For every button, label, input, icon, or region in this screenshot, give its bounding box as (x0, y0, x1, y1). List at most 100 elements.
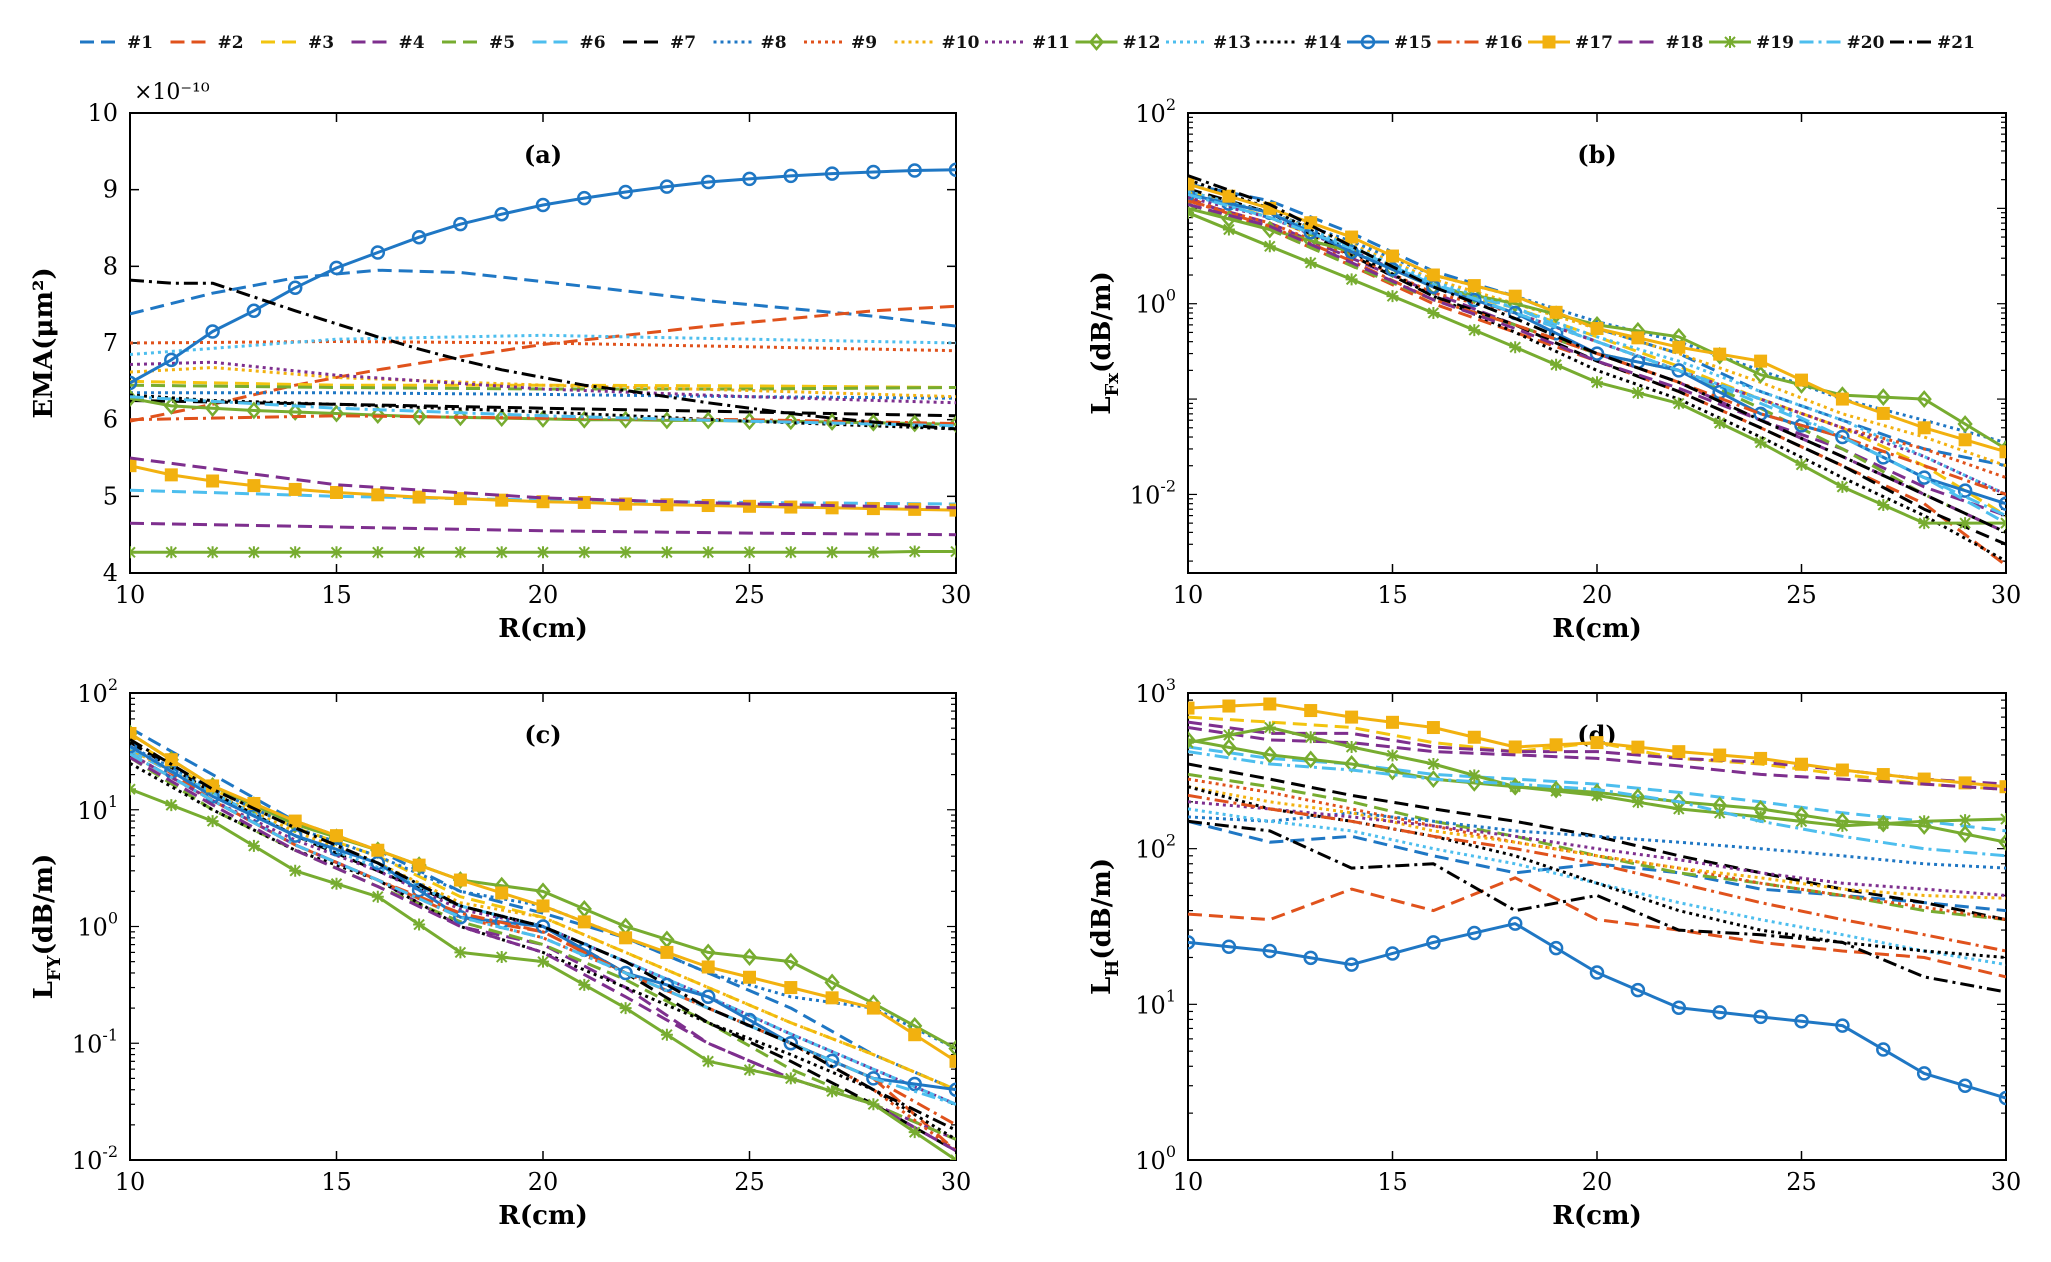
data-point (949, 503, 956, 517)
panel-label: (a) (524, 140, 562, 169)
legend: #1 #2 #3 #4 #5 #6 #7 #8 #9 #10 #11 #12 #13 #14 #15 #16 #… (80, 33, 1975, 53)
data-point (1999, 780, 2006, 794)
data-point (908, 1028, 922, 1042)
legend-label: #11 (1032, 33, 1070, 53)
series-line-n16 (1188, 199, 2006, 496)
legend-item: #19 (1709, 33, 1794, 53)
data-point (2000, 517, 2006, 530)
y-tick-label: 102 (1135, 95, 1176, 128)
data-point (948, 1039, 956, 1058)
legend-item: #16 (1437, 33, 1522, 53)
legend-label: #17 (1575, 33, 1613, 53)
data-point (453, 910, 468, 925)
series-group (1188, 697, 2006, 1106)
panel-a: 10 15 20 25 30 4 5 6 7 8 9 10 ×10⁻¹⁰ R(cm) EMA(μm²) (a) (29, 80, 971, 644)
data-point (1875, 388, 1891, 407)
legend-label: #13 (1213, 33, 1251, 53)
data-point (1998, 496, 2006, 511)
data-point (1795, 458, 1808, 471)
data-point (743, 546, 756, 559)
data-point (1754, 810, 1767, 823)
y-tick-label: 103 (1135, 675, 1176, 708)
data-point (948, 162, 956, 177)
data-point (1384, 762, 1401, 781)
data-point (371, 843, 385, 857)
x-tick-label: 20 (1582, 1168, 1613, 1196)
data-point (205, 324, 220, 339)
data-point (826, 1085, 839, 1098)
x-tick-label: 10 (115, 1168, 146, 1196)
series-line-n21 (130, 738, 956, 1132)
x-tick-label: 10 (1173, 581, 1204, 609)
x-tick-label: 20 (528, 1168, 559, 1196)
panel-label: (b) (1577, 140, 1617, 169)
data-point (784, 1072, 797, 1085)
data-point (494, 206, 509, 222)
data-point (1508, 740, 1522, 754)
series-line-n15 (130, 744, 956, 1092)
legend-label: #19 (1756, 33, 1794, 53)
series-line-n5 (130, 383, 956, 391)
data-point (577, 190, 592, 206)
data-point (700, 943, 716, 962)
data-point (1385, 946, 1400, 961)
data-point (1467, 730, 1481, 744)
legend-label: #15 (1394, 33, 1432, 53)
series-line-n10 (130, 747, 956, 1092)
x-tick-label: 10 (115, 581, 146, 609)
data-point (1507, 916, 1523, 931)
data-point (1304, 704, 1318, 718)
series-line-n11 (1188, 800, 2006, 897)
data-point (1386, 749, 1399, 762)
series-line-n12 (130, 732, 956, 1050)
data-point (1304, 731, 1317, 744)
data-point (1590, 736, 1604, 750)
data-point (1835, 763, 1849, 777)
series-line-n8 (130, 391, 956, 400)
data-point (577, 915, 591, 929)
x-tick-label: 30 (1991, 1168, 2022, 1196)
data-point (1222, 189, 1236, 203)
data-point (1188, 177, 1195, 191)
x-tick-label: 30 (941, 1168, 972, 1196)
data-point (783, 168, 799, 184)
legend-item: #1 (80, 33, 153, 53)
data-point (495, 546, 508, 559)
series-line-n15 (1188, 922, 2006, 1100)
data-point (411, 229, 427, 245)
legend-item: #9 (804, 33, 877, 53)
x-tick-label: 20 (528, 581, 559, 609)
data-point (495, 493, 509, 507)
legend-item: #4 (351, 33, 425, 53)
series-line-n16 (1188, 793, 2006, 953)
legend-label: #6 (580, 33, 606, 53)
x-tick-label: 30 (1991, 581, 2022, 609)
data-point (495, 886, 509, 900)
data-point (783, 412, 799, 431)
x-tick-label: 25 (1786, 1168, 1817, 1196)
data-point (578, 546, 591, 559)
data-point (1549, 305, 1563, 319)
data-point (1425, 770, 1442, 788)
data-point (1754, 354, 1768, 368)
legend-label: #10 (942, 33, 980, 53)
data-point (1671, 363, 1687, 378)
data-point (1263, 240, 1276, 253)
data-point (246, 401, 262, 420)
data-point (130, 738, 138, 754)
data-point (1550, 785, 1563, 798)
data-point (330, 877, 343, 890)
data-point (287, 828, 303, 843)
y-tick-label: 10-2 (72, 1142, 118, 1175)
data-point (287, 403, 303, 421)
series-group (130, 724, 956, 1160)
data-point (1386, 715, 1399, 729)
data-point (1426, 935, 1441, 950)
series-line-n2 (1188, 876, 2006, 979)
x-tick-label: 20 (1582, 581, 1613, 609)
data-point (1631, 331, 1645, 345)
data-point (619, 546, 632, 559)
data-point (826, 546, 839, 559)
series-group (130, 162, 956, 559)
data-point (907, 414, 923, 433)
